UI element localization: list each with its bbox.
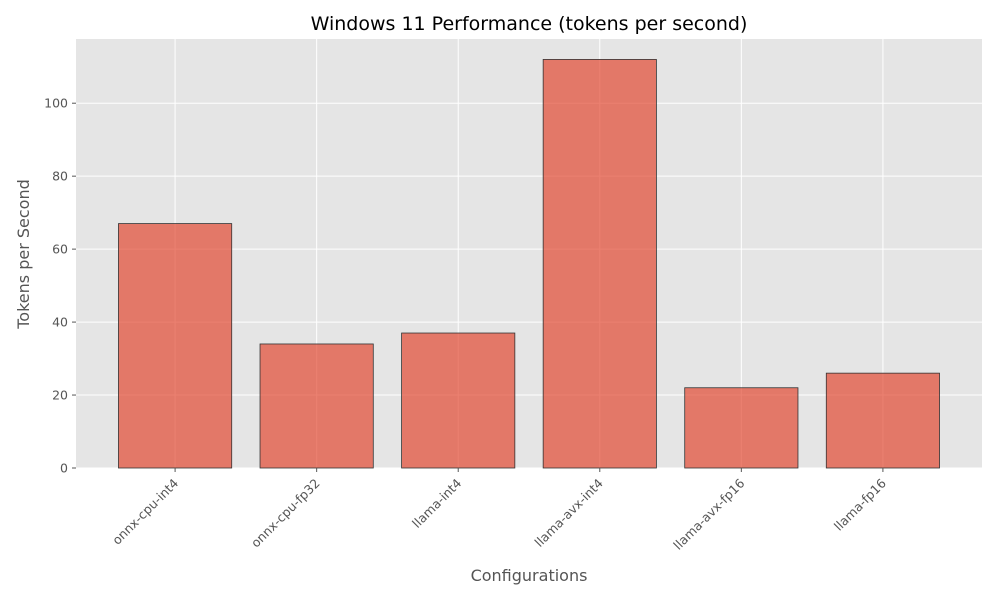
y-tick-label: 100 [44, 96, 68, 111]
bar-llama-fp16 [825, 372, 940, 469]
x-axis-ticks: onnx-cpu-int4 onnx-cpu-fp32 llama-int4 llam… [109, 468, 889, 553]
bar-llama-avx-int4 [542, 59, 657, 469]
bars-group [118, 59, 940, 469]
x-tick-label: onnx-cpu-fp32 [248, 476, 323, 551]
bar-onnx-cpu-fp32 [259, 343, 374, 469]
chart-title: Windows 11 Performance (tokens per secon… [311, 13, 748, 35]
bar-onnx-cpu-int4 [118, 223, 233, 469]
y-axis-label: Tokens per Second [14, 179, 33, 330]
x-tick-label: llama-avx-int4 [532, 475, 606, 549]
y-tick-label: 60 [52, 242, 68, 257]
y-tick-label: 0 [60, 461, 68, 476]
x-tick-label: llama-int4 [409, 475, 464, 530]
y-axis-ticks: 0 20 40 60 80 100 [44, 96, 76, 476]
y-tick-label: 40 [52, 315, 68, 330]
bar-llama-avx-fp16 [684, 387, 799, 469]
x-tick-label: onnx-cpu-int4 [109, 475, 181, 547]
x-tick-label: llama-fp16 [831, 475, 889, 533]
y-tick-label: 80 [52, 169, 68, 184]
x-axis-label: Configurations [471, 566, 588, 585]
bar-llama-int4 [401, 332, 516, 469]
y-tick-label: 20 [52, 388, 68, 403]
x-tick-label: llama-avx-fp16 [670, 475, 747, 552]
